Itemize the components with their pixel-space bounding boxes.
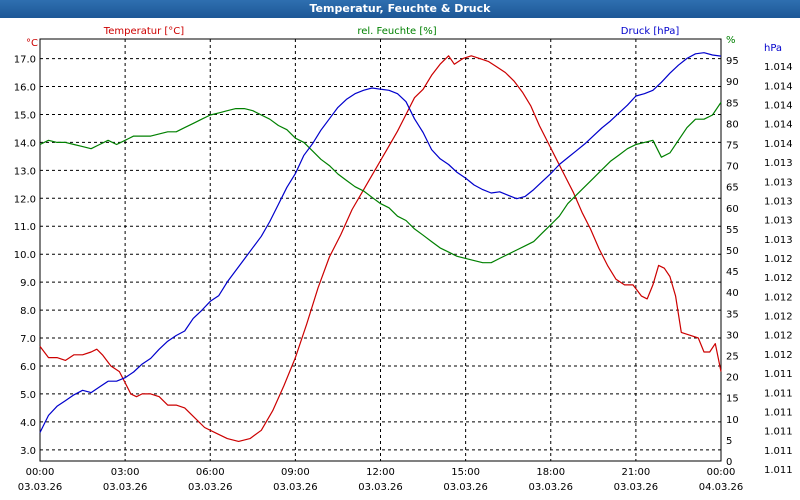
series-label-temperature: Temperatur [°C] [103,26,184,37]
y-tick-humidity: 25 [726,352,739,363]
y-tick-pressure: 1.014 [764,62,793,73]
y-tick-temperature: 13.0 [14,166,36,177]
y-tick-pressure: 1.011 [764,407,793,418]
y-tick-temperature: 4.0 [20,418,36,429]
y-tick-pressure: 1.013 [764,196,793,207]
y-tick-pressure: hPa [764,43,782,54]
y-tick-humidity: 15 [726,394,739,405]
y-tick-humidity: 80 [726,119,739,130]
y-tick-humidity: 60 [726,204,739,215]
y-tick-pressure: 1.011 [764,388,793,399]
y-tick-humidity: 20 [726,373,739,384]
x-tick-time-label: 12:00 [366,467,395,478]
y-tick-temperature: 11.0 [14,222,36,233]
x-tick-time-label: 00:00 [26,467,55,478]
x-tick-date-label: 03.03.26 [614,482,659,493]
y-axis-unit-temperature: °C [26,38,38,49]
y-tick-pressure: 1.014 [764,120,793,131]
x-tick-date-label: 03.03.26 [18,482,63,493]
y-tick-pressure: 1.014 [764,139,793,150]
chart-area: 00:00 03.03.26 03:00 03.03.26 06:00 03.03.26 0… [14,26,793,493]
y-tick-pressure: 1.011 [764,446,793,457]
y-tick-humidity: 30 [726,330,739,341]
x-tick-date-label: 03.03.26 [358,482,403,493]
y-tick-temperature: 5.0 [20,390,36,401]
y-tick-pressure: 1.013 [764,235,793,246]
y-tick-temperature: 16.0 [14,83,36,94]
y-tick-humidity: 35 [726,309,739,320]
x-tick-time-label: 15:00 [451,467,480,478]
x-tick-date-label: 03.03.26 [443,482,488,493]
y-tick-pressure: 1.011 [764,465,793,476]
y-tick-pressure: 1.012 [764,273,793,284]
y-tick-temperature: 14.0 [14,138,36,149]
x-tick-time-label: 21:00 [621,467,650,478]
y-tick-pressure: 1.013 [764,216,793,227]
y-tick-humidity: 5 [726,436,732,447]
y-tick-humidity: 85 [726,98,739,109]
y-tick-pressure: 1.014 [764,81,793,92]
y-tick-humidity: 50 [726,246,739,257]
y-tick-pressure: 1.011 [764,369,793,380]
pressure-line [39,52,722,433]
y-tick-humidity: 95 [726,56,739,67]
x-tick-date-label: 03.03.26 [103,482,148,493]
y-tick-temperature: 12.0 [14,194,36,205]
y-tick-pressure: 1.012 [764,292,793,303]
y-tick-pressure: 1.014 [764,101,793,112]
y-tick-humidity: 90 [726,77,739,88]
chart-title: Temperatur, Feuchte & Druck [0,0,800,18]
y-tick-pressure: 1.012 [764,312,793,323]
x-tick-date-label: 04.03.26 [699,482,744,493]
humidity-line [39,101,722,264]
y-tick-pressure: 1.011 [764,427,793,438]
y-tick-humidity: 0 [726,457,732,468]
x-tick-date-label: 03.03.26 [528,482,573,493]
y-tick-temperature: 15.0 [14,110,36,121]
y-tick-humidity: % [726,35,736,46]
y-tick-pressure: 1.013 [764,158,793,169]
y-tick-pressure: 1.013 [764,177,793,188]
x-tick-date-label: 03.03.26 [188,482,233,493]
y-tick-temperature: 9.0 [20,278,36,289]
x-tick-time-label: 09:00 [281,467,310,478]
temperature-line [39,55,722,442]
y-tick-temperature: 6.0 [20,362,36,373]
y-tick-humidity: 70 [726,162,739,173]
x-tick-time-label: 06:00 [196,467,225,478]
y-tick-humidity: 55 [726,225,739,236]
y-tick-pressure: 1.012 [764,254,793,265]
x-tick-time-label: 03:00 [111,467,140,478]
series-label-humidity: rel. Feuchte [%] [357,26,436,37]
y-tick-humidity: 10 [726,415,739,426]
y-tick-humidity: 45 [726,267,739,278]
y-tick-humidity: 40 [726,288,739,299]
y-tick-temperature: 3.0 [20,446,36,457]
y-tick-temperature: 7.0 [20,334,36,345]
y-tick-temperature: 10.0 [14,250,36,261]
x-tick-time-label: 00:00 [707,467,736,478]
y-tick-temperature: 17.0 [14,55,36,66]
x-tick-date-label: 03.03.26 [273,482,318,493]
series-label-pressure: Druck [hPa] [621,26,680,37]
y-tick-pressure: 1.012 [764,331,793,342]
y-tick-temperature: 8.0 [20,306,36,317]
y-tick-humidity: 75 [726,141,739,152]
x-tick-time-label: 18:00 [536,467,565,478]
y-tick-humidity: 65 [726,183,739,194]
y-tick-pressure: 1.012 [764,350,793,361]
